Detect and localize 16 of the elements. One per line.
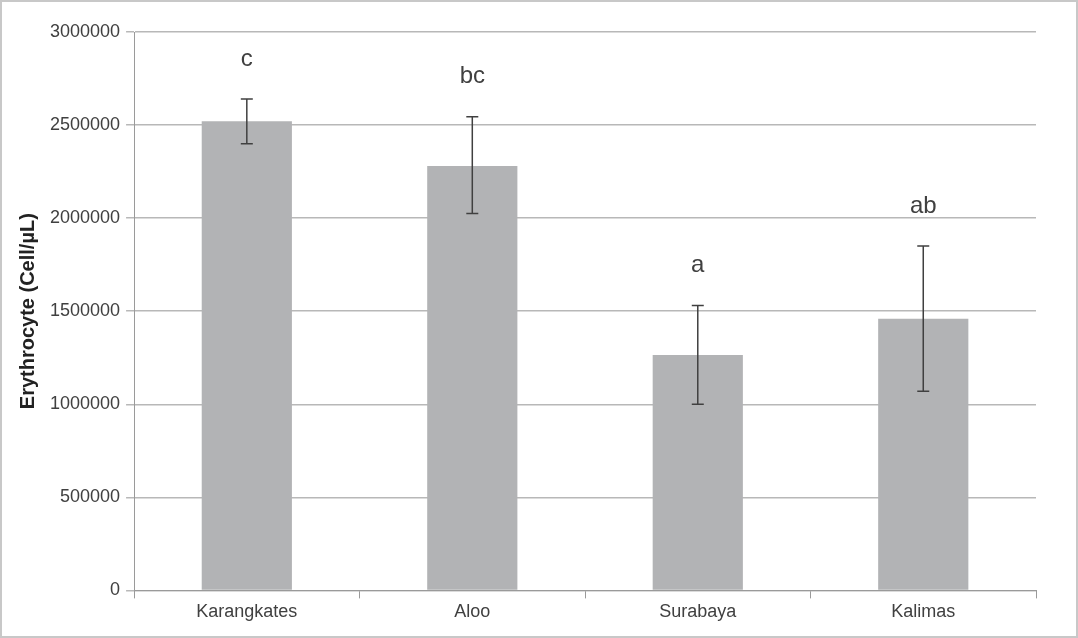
- annotation: ab: [909, 190, 937, 218]
- y-tick-label: 2000000: [50, 207, 121, 228]
- x-tick-label: Surabaya: [659, 601, 738, 622]
- y-tick-label: 0: [110, 579, 121, 600]
- y-tick-label: 2500000: [50, 114, 121, 135]
- annotation: bc: [459, 61, 485, 89]
- y-tick-label: 3000000: [50, 20, 121, 41]
- y-tick-label: 1500000: [50, 300, 121, 321]
- y-axis-title: Erythrocyte (Cell/µL): [15, 213, 38, 410]
- y-tick-label: 1000000: [50, 393, 121, 414]
- annotation: a: [691, 250, 706, 278]
- x-tick-label: Karangkates: [196, 601, 298, 622]
- annotation: c: [240, 43, 253, 71]
- x-tick-label: Kalimas: [891, 601, 956, 622]
- y-tick-label: 500000: [60, 486, 121, 507]
- x-tick-label: Aloo: [454, 601, 491, 622]
